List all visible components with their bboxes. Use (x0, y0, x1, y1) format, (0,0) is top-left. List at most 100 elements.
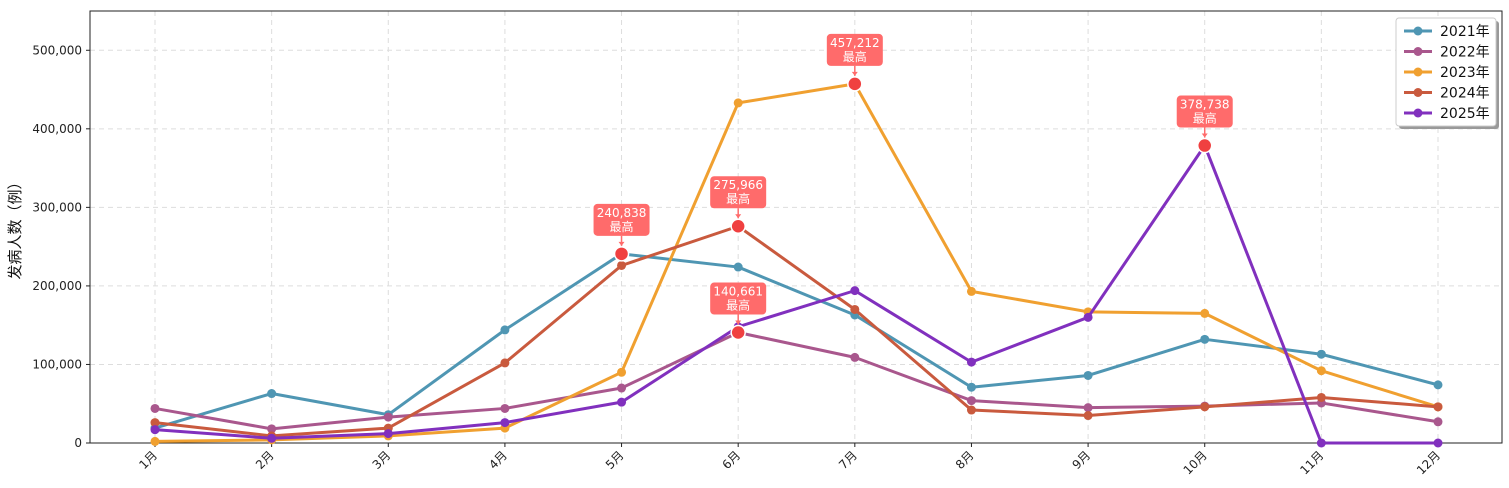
data-point (733, 98, 743, 108)
series-line (154, 331, 1439, 431)
series-line (154, 252, 1439, 430)
annotation-box (710, 282, 767, 315)
legend-label: 2022年 (1440, 45, 1490, 61)
legend-swatch-marker (1413, 67, 1423, 77)
data-point (383, 429, 393, 439)
x-tick-label: 4月 (486, 448, 510, 472)
data-point (850, 286, 860, 296)
legend-swatch-marker (1413, 108, 1423, 118)
data-point (617, 397, 627, 407)
data-point (267, 389, 277, 399)
data-point (1083, 411, 1093, 421)
legend-label: 2024年 (1440, 86, 1490, 102)
x-tick-label: 7月 (836, 448, 860, 472)
data-point (1083, 370, 1093, 380)
series-2023年 (150, 79, 1443, 446)
y-axis: 0 100,000 200,000 300,000 400,000 500,000 (32, 43, 90, 450)
data-point (966, 396, 976, 406)
data-point (150, 436, 160, 446)
annotation-label: 最高 (1193, 111, 1217, 126)
data-point (617, 367, 627, 377)
annotation-arrowhead (735, 320, 742, 325)
x-tick-label: 9月 (1069, 448, 1093, 472)
y-tick-label: 400,000 (32, 122, 82, 136)
data-point (267, 433, 277, 443)
data-point (1316, 438, 1326, 448)
x-tick-label: 3月 (370, 448, 394, 472)
x-tick-label: 1月 (136, 448, 160, 472)
data-point (1316, 366, 1326, 376)
x-tick-label: 2月 (253, 448, 277, 472)
x-tick-label: 10月 (1181, 448, 1210, 477)
peak-marker (730, 324, 746, 341)
legend-item: 2024年 (1404, 86, 1490, 102)
legend-item: 2022年 (1404, 45, 1490, 61)
annotation-value: 140,661 (713, 285, 763, 299)
annotation-label: 最高 (726, 191, 750, 206)
annotation-value: 240,838 (597, 206, 647, 220)
data-point (1083, 312, 1093, 322)
y-axis-label: 发病人数（例） (6, 174, 24, 279)
x-axis: 1月 2月 3月 4月 5月 6月 7月 8月 9月 10月 11月 12月 (136, 443, 1443, 477)
peak-marker (730, 218, 746, 234)
data-point (966, 357, 976, 367)
annotation-box (826, 33, 883, 66)
data-point (1433, 417, 1443, 427)
legend-box (1395, 17, 1497, 127)
annotation-arrowhead (618, 241, 625, 246)
data-point (1316, 349, 1326, 359)
annotation-value: 457,212 (830, 36, 880, 50)
legend-label: 2021年 (1440, 24, 1490, 40)
data-point (267, 424, 277, 434)
annotation-arrowhead (851, 71, 858, 76)
series-line (154, 224, 1439, 438)
data-point (850, 304, 860, 314)
data-point (150, 403, 160, 413)
series-2021年 (150, 249, 1443, 433)
legend-label: 2023年 (1440, 65, 1490, 81)
legend-swatch-marker (1413, 88, 1423, 97)
x-tick-label: 5月 (603, 448, 627, 472)
data-point (500, 403, 510, 413)
annotation-label: 最高 (726, 298, 750, 313)
peak-marker (847, 76, 863, 92)
annotation-label: 最高 (843, 49, 867, 64)
grid (90, 11, 1502, 444)
data-point (1200, 402, 1210, 412)
series-line (154, 144, 1438, 445)
data-point (966, 405, 976, 415)
data-point (966, 286, 976, 296)
data-point (1200, 308, 1210, 318)
x-tick-label: 11月 (1297, 448, 1326, 477)
legend-item: 2023年 (1404, 65, 1490, 81)
data-point (850, 352, 860, 362)
legend-item: 2025年 (1404, 106, 1490, 122)
y-tick-label: 500,000 (32, 43, 82, 57)
data-point (500, 418, 510, 428)
peak-marker (1196, 137, 1213, 154)
data-point (1433, 380, 1443, 390)
annotation-value: 275,966 (713, 178, 763, 192)
data-point (500, 325, 510, 335)
series-line (154, 82, 1439, 443)
legend: 2021年 2022年 2023年 2024年 2025年 (1395, 17, 1499, 129)
series-2025年 (150, 141, 1443, 448)
plot-frame (89, 10, 1503, 444)
data-point (150, 425, 160, 435)
data-point (1433, 402, 1443, 412)
data-point (966, 382, 976, 392)
annotation-box (1176, 95, 1233, 128)
peak-marker (613, 246, 630, 262)
y-tick-label: 200,000 (32, 279, 82, 293)
y-tick-label: 0 (74, 436, 82, 450)
annotation-arrowhead (735, 214, 742, 219)
data-point (1433, 438, 1443, 448)
annotation-value: 378,738 (1180, 98, 1230, 112)
annotation-box (710, 176, 767, 209)
legend-item: 2021年 (1404, 24, 1490, 40)
data-point (500, 358, 510, 368)
data-point (383, 412, 393, 422)
